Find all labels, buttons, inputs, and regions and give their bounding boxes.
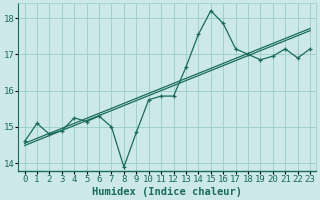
X-axis label: Humidex (Indice chaleur): Humidex (Indice chaleur)	[92, 186, 242, 197]
